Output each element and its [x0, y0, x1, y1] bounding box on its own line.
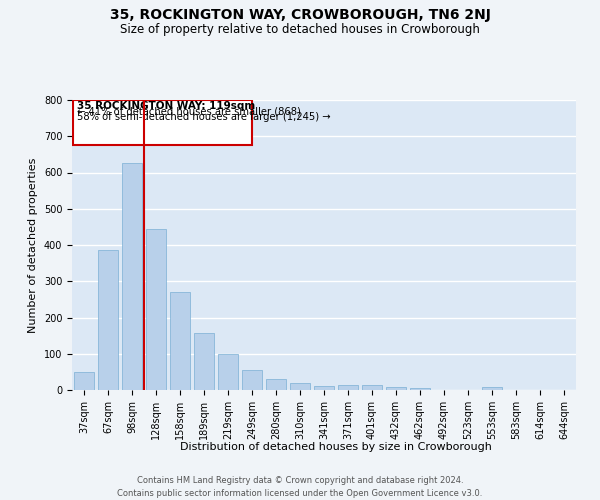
Bar [410, 388, 430, 390]
Bar [242, 370, 262, 390]
Bar [74, 372, 94, 390]
Bar [146, 230, 166, 390]
Text: Distribution of detached houses by size in Crowborough: Distribution of detached houses by size … [180, 442, 492, 452]
Text: 58% of semi-detached houses are larger (1,245) →: 58% of semi-detached houses are larger (… [77, 112, 331, 122]
Y-axis label: Number of detached properties: Number of detached properties [28, 158, 38, 332]
Text: Contains HM Land Registry data © Crown copyright and database right 2024.
Contai: Contains HM Land Registry data © Crown c… [118, 476, 482, 498]
Bar [338, 386, 358, 390]
Bar [170, 292, 190, 390]
Bar [122, 164, 142, 390]
Bar [266, 379, 286, 390]
Bar [218, 354, 238, 390]
Text: 35 ROCKINGTON WAY: 119sqm: 35 ROCKINGTON WAY: 119sqm [77, 101, 255, 111]
Text: 35, ROCKINGTON WAY, CROWBOROUGH, TN6 2NJ: 35, ROCKINGTON WAY, CROWBOROUGH, TN6 2NJ [110, 8, 490, 22]
Bar [194, 332, 214, 390]
Bar [290, 384, 310, 390]
Bar [314, 386, 334, 390]
Text: ← 41% of detached houses are smaller (868): ← 41% of detached houses are smaller (86… [77, 106, 301, 117]
Bar [98, 250, 118, 390]
Bar [73, 100, 252, 146]
Text: Size of property relative to detached houses in Crowborough: Size of property relative to detached ho… [120, 22, 480, 36]
Bar [386, 387, 406, 390]
Bar [482, 388, 502, 390]
Bar [362, 384, 382, 390]
